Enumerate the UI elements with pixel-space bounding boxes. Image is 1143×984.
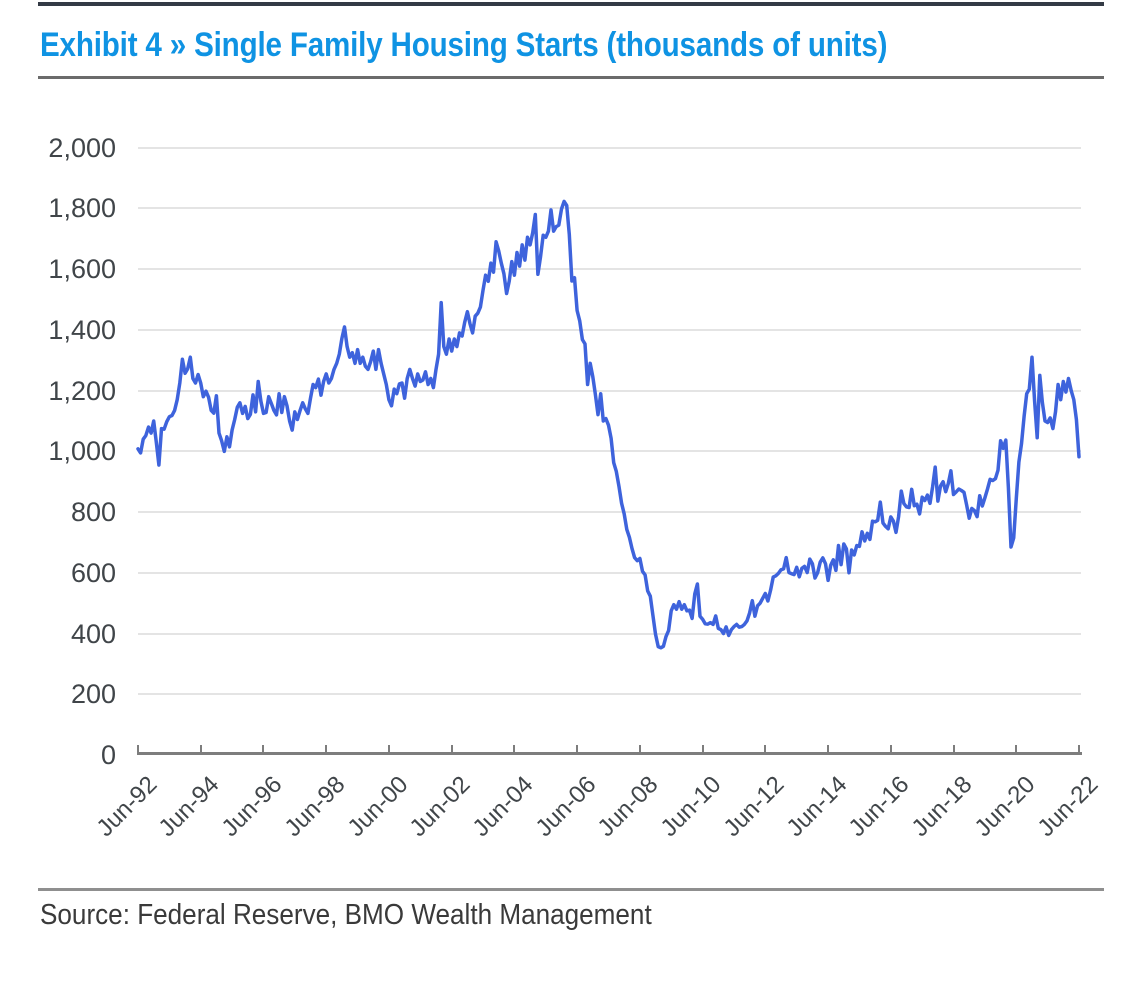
y-axis-label-1800: 1,800 [48,193,116,224]
x-axis-tick-Jun-04 [513,745,516,753]
gridline-1400 [138,328,1081,331]
gridline-1800 [138,207,1081,210]
x-axis-tick-Jun-10 [701,745,704,753]
gridline-200 [138,693,1081,696]
x-axis-tick-Jun-14 [827,745,830,753]
x-axis-tick-Jun-22 [1078,745,1080,753]
x-axis-tick-Jun-12 [764,745,767,753]
y-axis-label-600: 600 [70,557,116,588]
y-axis-label-1200: 1,200 [48,375,116,406]
x-axis-tick-Jun-18 [952,745,955,753]
x-axis-tick-Jun-96 [262,745,265,753]
x-axis-line [137,752,1082,755]
title-divider-rule [38,76,1104,79]
x-axis-tick-Jun-00 [387,745,390,753]
gridline-2000 [138,146,1081,149]
gridline-800 [138,511,1081,514]
housing-starts-line [136,199,1081,650]
gridline-1000 [138,450,1081,453]
y-axis-label-1000: 1,000 [48,436,116,467]
x-axis-tick-Jun-92 [137,745,139,753]
gridline-600 [138,571,1081,574]
source-divider-rule [38,888,1104,891]
y-axis-label-400: 400 [70,618,116,649]
y-axis-label-1400: 1,400 [48,314,116,345]
y-axis-label-0: 0 [100,740,116,770]
x-axis-tick-Jun-98 [325,745,328,753]
gridline-1200 [138,389,1081,392]
x-axis-tick-Jun-20 [1015,745,1018,753]
x-axis-tick-Jun-16 [889,745,892,753]
y-axis-label-1600: 1,600 [48,254,116,285]
exhibit-top-rule [38,2,1104,6]
x-axis-tick-Jun-06 [576,745,579,753]
y-axis-label-2000: 2,000 [48,132,116,163]
x-axis-tick-Jun-02 [450,745,453,753]
gridline-400 [138,632,1081,635]
x-axis-tick-Jun-94 [199,745,202,753]
gridline-1600 [138,268,1081,271]
exhibit-title: Exhibit 4 » Single Family Housing Starts… [40,26,888,64]
y-axis-label-200: 200 [70,679,116,710]
x-axis-tick-Jun-08 [638,745,641,753]
source-text: Source: Federal Reserve, BMO Wealth Mana… [40,899,652,931]
y-axis-label-800: 800 [70,497,116,528]
